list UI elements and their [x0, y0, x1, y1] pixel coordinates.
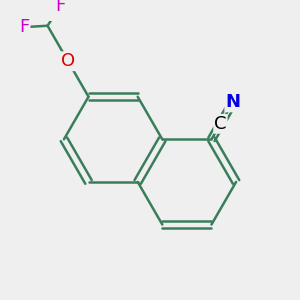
Text: C: C — [214, 115, 227, 133]
Text: O: O — [61, 52, 75, 70]
Text: F: F — [19, 18, 30, 36]
Text: F: F — [55, 0, 65, 16]
Text: N: N — [225, 93, 240, 111]
